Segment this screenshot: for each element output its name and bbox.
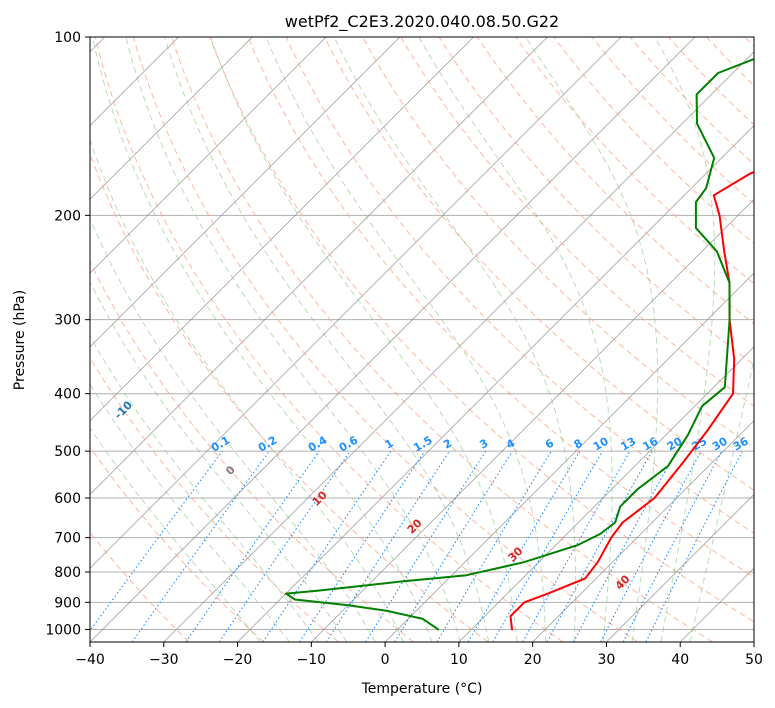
chart-title: wetPf2_C2E3.2020.040.08.50.G22 [285, 12, 559, 32]
mixing-ratio-line [218, 450, 351, 642]
x-tick-label: −10 [297, 652, 327, 668]
y-tick-label: 300 [54, 313, 81, 329]
x-tick-label: 0 [381, 652, 390, 668]
dry-adiabat-line [90, 446, 265, 642]
temperature-profile-line [509, 171, 754, 631]
y-tick-label: 900 [54, 595, 81, 611]
plot-area: 0.1 0.2 0.4 0.6 1 1.5 2 3 4 6 8 10 13 16 20 25 30 36 -100… [90, 37, 754, 642]
x-tick-label: 20 [524, 652, 542, 668]
moist-adiabat-line [90, 137, 405, 642]
moist-adiabat-line [90, 383, 290, 642]
y-axis-ticks: 100 200 300 400 500 600 700 800 900 1000 [45, 30, 90, 638]
moist-adiabat-line [654, 37, 716, 642]
mixing-ratio-line [546, 450, 653, 642]
moist-adiabat-line [525, 37, 659, 642]
moist-adiabat-line [90, 426, 261, 642]
moist-adiabat-line [90, 217, 376, 642]
y-tick-label: 100 [54, 30, 81, 46]
isotherm-line [532, 420, 754, 642]
isotherm-lines [90, 37, 754, 642]
dry-adiabat-line [209, 37, 754, 623]
dry-adiabat-line [247, 37, 754, 578]
dry-adiabat-lines [90, 37, 754, 642]
dry-adiabat-line [438, 37, 754, 366]
mixing-ratio-line [131, 450, 270, 642]
mixing-ratio-line [185, 450, 320, 642]
mixing-ratio-line [90, 450, 223, 632]
x-tick-label: −20 [223, 652, 253, 668]
mixing-ratio-line [299, 450, 426, 642]
dry-adiabat-line [171, 37, 713, 642]
dry-adiabat-line [515, 37, 754, 285]
dewpoint-profile-line [284, 58, 754, 631]
y-tick-label: 200 [54, 208, 81, 224]
dry-adiabat-line [94, 37, 564, 642]
moist-adiabat-lines [90, 37, 754, 642]
isotherm-line [163, 51, 754, 642]
isotherm-line [90, 37, 327, 274]
moist-adiabat-line [333, 37, 577, 642]
x-tick-label: 30 [598, 652, 616, 668]
x-tick-label: −40 [75, 652, 105, 668]
mixing-ratio-line [325, 450, 450, 642]
mixing-ratio-line [262, 450, 392, 642]
profile-series [284, 58, 754, 631]
moist-adiabat-line [689, 356, 754, 642]
y-tick-label: 400 [54, 387, 81, 403]
dry-adiabat-line [90, 260, 414, 642]
x-axis-title: Temperature (°C) [361, 681, 483, 697]
moist-adiabat-line [90, 335, 319, 642]
isotherm-line [237, 124, 754, 642]
mixing-ratio-line [522, 450, 631, 642]
isotherm-line [90, 37, 253, 200]
isotherm-line [90, 37, 622, 569]
isotherm-line [90, 37, 696, 642]
x-tick-label: −30 [149, 652, 179, 668]
isotherm-line [90, 37, 401, 348]
x-tick-label: 10 [450, 652, 468, 668]
isotherm-line [90, 37, 474, 422]
y-tick-label: 800 [54, 565, 81, 581]
pressure-gridlines [90, 37, 754, 630]
isotherm-line [458, 346, 754, 642]
y-tick-label: 700 [54, 531, 81, 547]
moist-adiabat-line [418, 37, 613, 642]
x-axis-ticks: −40 −30 −20 −10 0 10 20 30 40 50 [75, 642, 763, 668]
isotherm-line [384, 272, 754, 642]
x-tick-label: 40 [671, 652, 689, 668]
y-tick-label: 600 [54, 491, 81, 507]
mixing-ratio-line [573, 450, 677, 642]
dry-adiabat-line [90, 356, 339, 642]
mixing-ratio-line [394, 450, 513, 642]
moist-adiabat-line [265, 37, 547, 642]
x-tick-label: 50 [745, 652, 763, 668]
mixing-ratio-line [645, 450, 743, 642]
moist-adiabat-line [90, 280, 348, 642]
plot-frame [89, 36, 755, 643]
moist-adiabat-line [164, 37, 490, 642]
dry-adiabat-line [476, 37, 754, 325]
isotherm-line [606, 493, 754, 642]
y-axis-title: Pressure (hPa) [12, 290, 28, 390]
moist-adiabat-line [125, 37, 461, 642]
isotherm-line [90, 37, 548, 496]
dry-adiabat-line [323, 37, 754, 491]
dry-adiabat-line [285, 37, 754, 534]
moist-adiabat-line [210, 37, 518, 642]
moist-adiabat-line [92, 37, 433, 642]
y-tick-label: 1000 [45, 622, 81, 638]
y-tick-label: 500 [54, 444, 81, 460]
